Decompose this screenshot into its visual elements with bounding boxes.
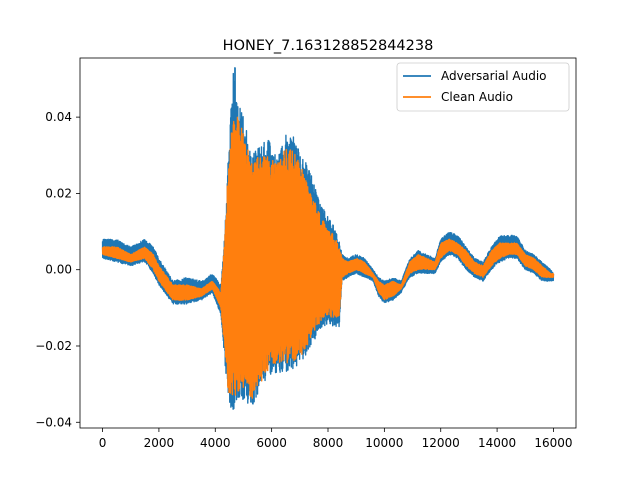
legend-label: Adversarial Audio (441, 69, 547, 83)
y-tick-label: −0.02 (35, 339, 72, 353)
x-tick-label: 16000 (534, 436, 572, 450)
legend: Adversarial Audio Clean Audio (396, 62, 570, 112)
y-axis: −0.04 −0.02 0.00 0.02 0.04 (35, 110, 80, 429)
chart-title: HONEY_7.163128852844238 (223, 38, 434, 54)
y-tick-label: −0.04 (35, 415, 72, 429)
y-tick-label: 0.04 (45, 110, 72, 124)
series-line-0 (101, 67, 555, 410)
x-tick-label: 2000 (144, 436, 175, 450)
x-tick-label: 6000 (256, 436, 287, 450)
x-tick-label: 0 (99, 436, 107, 450)
series-line-1 (101, 116, 555, 399)
series-layer (101, 67, 555, 410)
x-tick-label: 8000 (313, 436, 344, 450)
x-tick-label: 10000 (365, 436, 403, 450)
x-tick-label: 4000 (200, 436, 231, 450)
x-tick-label: 14000 (478, 436, 516, 450)
legend-box (396, 62, 570, 112)
x-tick-label: 12000 (422, 436, 460, 450)
legend-label: Clean Audio (441, 90, 513, 104)
y-tick-label: 0.00 (45, 263, 72, 277)
y-tick-label: 0.02 (45, 186, 72, 200)
x-axis: 0 2000 4000 6000 8000 10000 12000 14000 16000 (99, 428, 573, 450)
